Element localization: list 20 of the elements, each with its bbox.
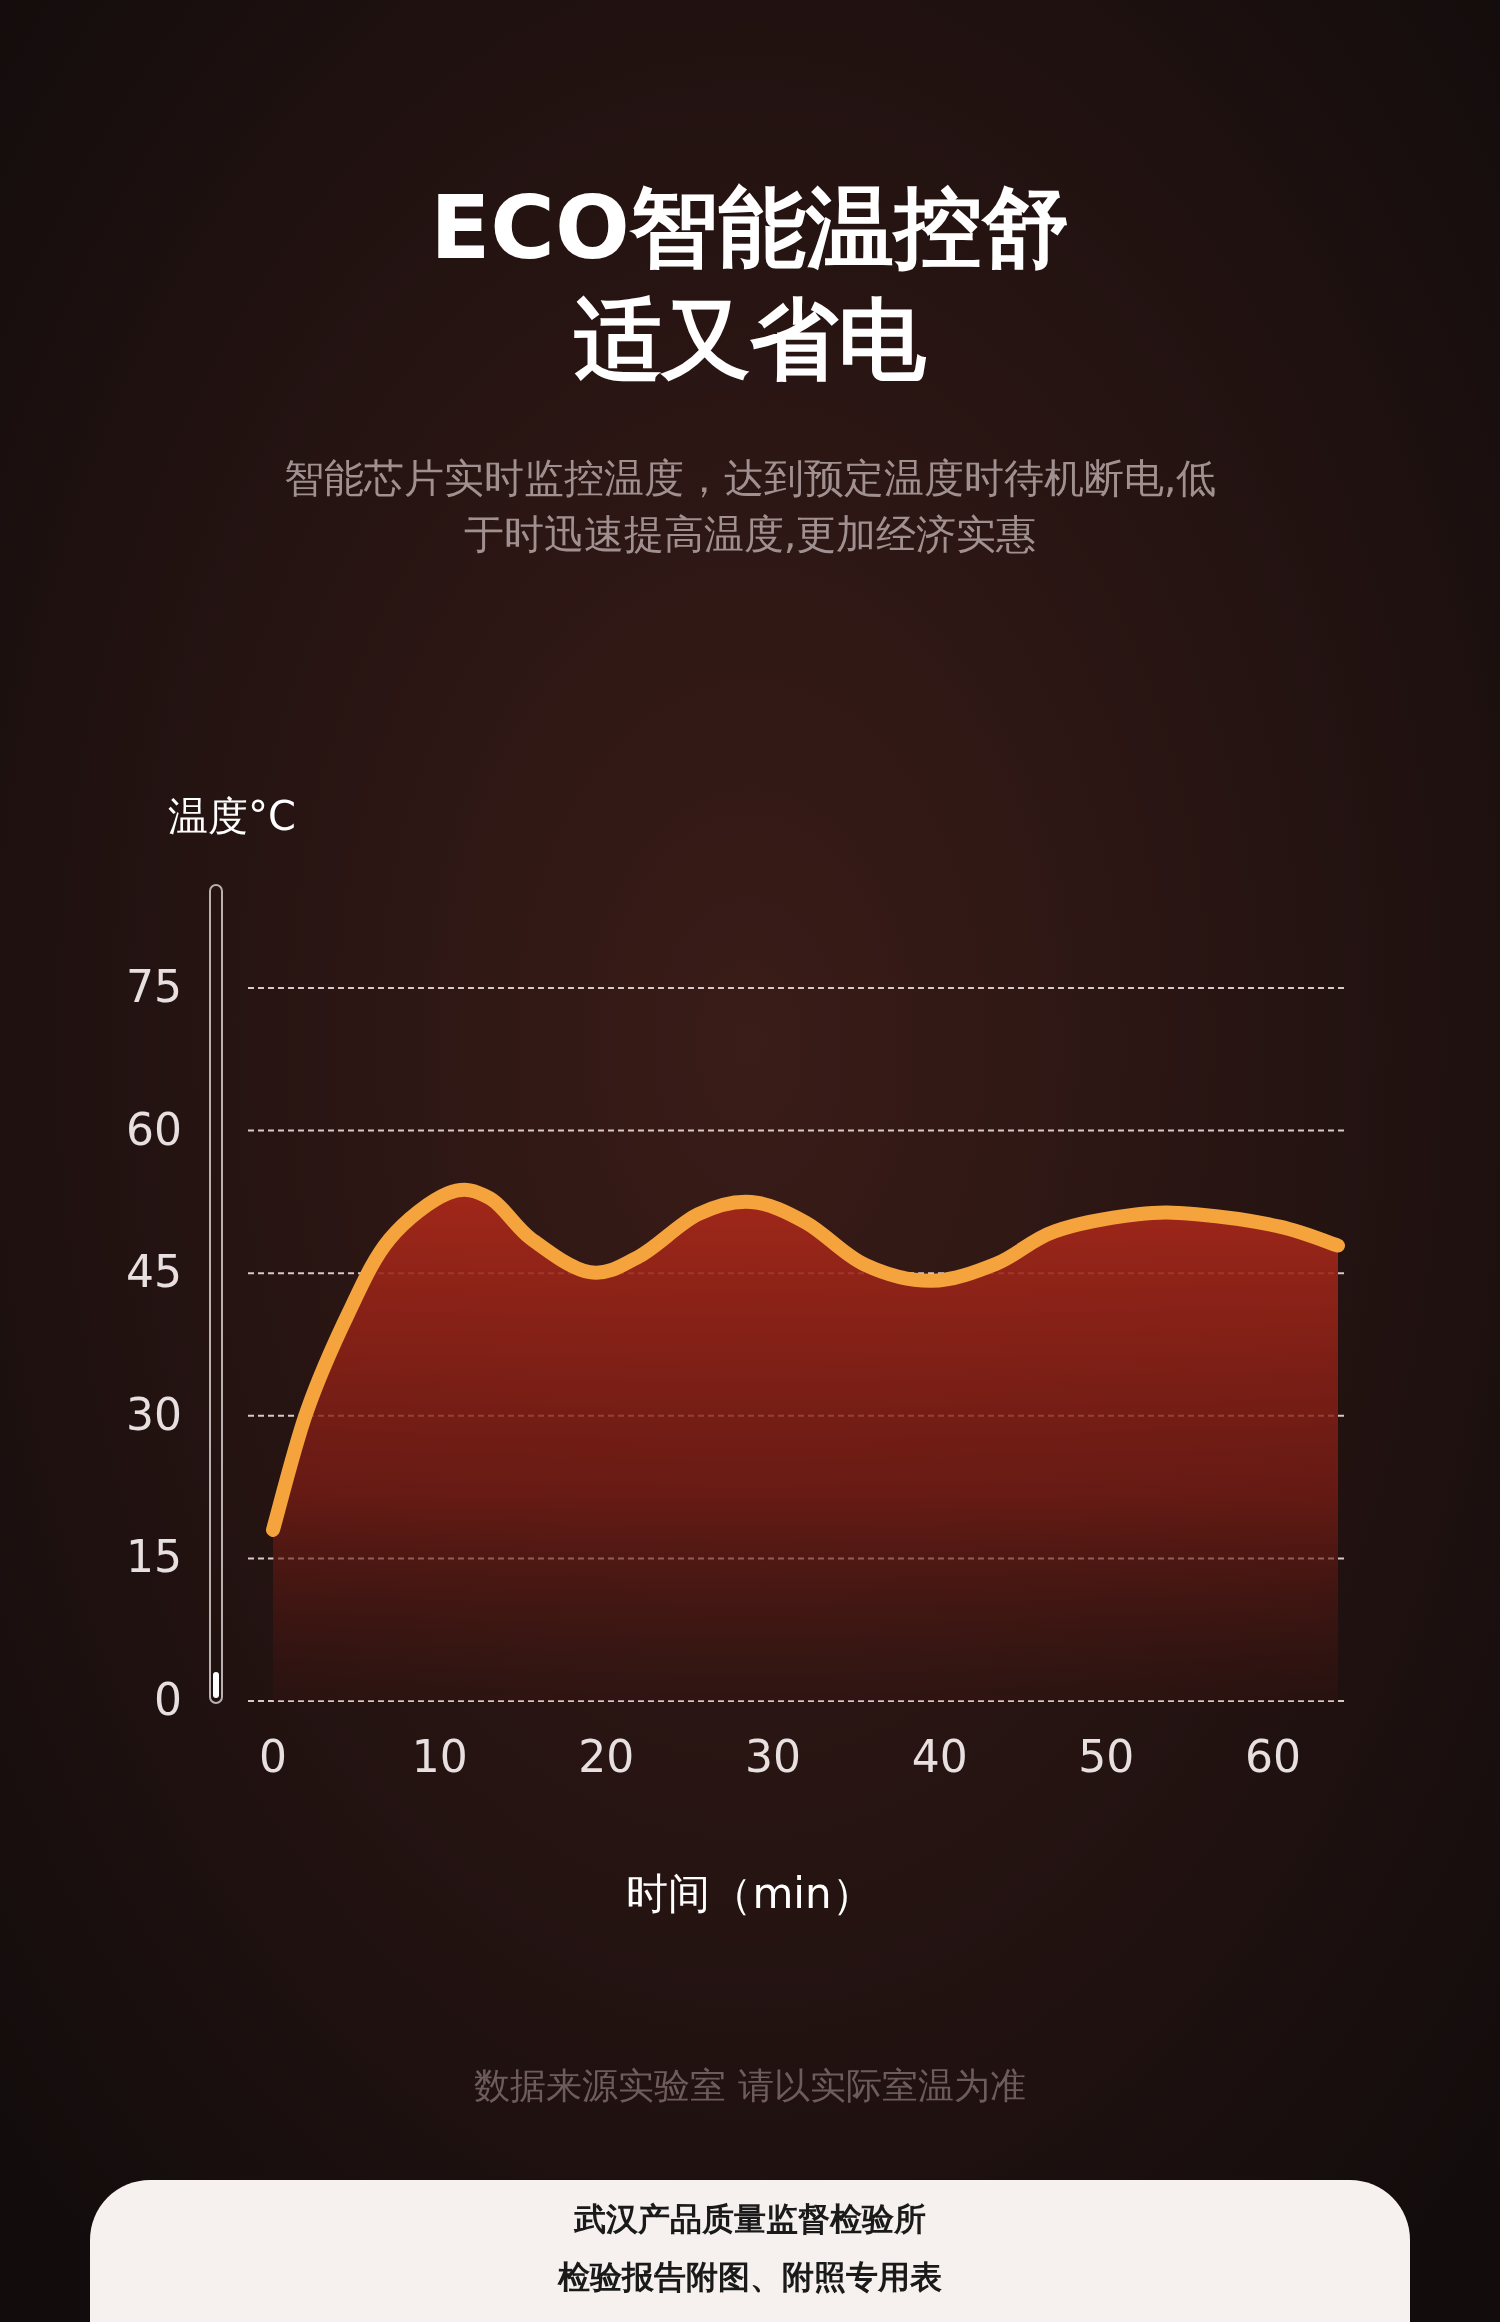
x-tick-label: 50: [1078, 1731, 1135, 1782]
y-tick-label: 45: [126, 1246, 182, 1298]
y-tick-label: 30: [126, 1388, 182, 1440]
text: 检验报告附图、附照专用表: [557, 2258, 942, 2296]
chart-title: ECO智能温控舒适又省电: [430, 176, 1070, 391]
y-axis-title: 温度°C: [168, 793, 296, 839]
x-tick-label: 20: [578, 1731, 635, 1782]
x-tick-label: 60: [1245, 1731, 1301, 1782]
x-tick-label: 30: [745, 1731, 801, 1782]
x-tick-label: 40: [911, 1731, 968, 1782]
y-tick-label: 15: [126, 1531, 182, 1583]
text: 武汉产品质量监督检验所: [573, 2200, 926, 2238]
chart-subtitle: 智能芯片实时监控温度，达到预定温度时待机断电,低于时迅速提高温度,更加经济实惠: [283, 455, 1217, 557]
x-axis-title: 时间（min）: [626, 1869, 874, 1918]
x-tick-label: 0: [259, 1731, 287, 1782]
text: 数据来源实验室 请以实际室温为准: [474, 2065, 1026, 2106]
x-tick-label: 10: [411, 1731, 468, 1782]
y-tick-label: 60: [126, 1103, 182, 1155]
y-tick-label: 0: [154, 1674, 182, 1725]
y-tick-label: 75: [126, 961, 182, 1012]
